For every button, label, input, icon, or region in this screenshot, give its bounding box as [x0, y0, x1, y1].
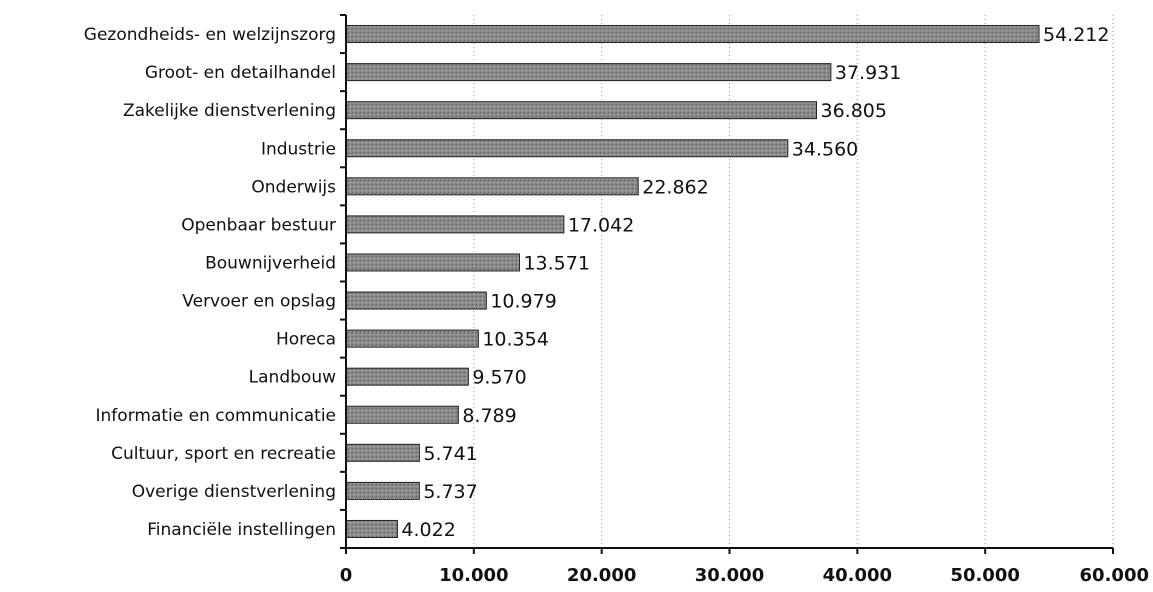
- gridlines: [473, 15, 1114, 548]
- data-label: 22.862: [642, 176, 708, 198]
- data-label: 4.022: [401, 519, 455, 541]
- bar: [345, 63, 832, 82]
- axes: [340, 14, 1114, 554]
- data-label: 5.741: [423, 443, 477, 465]
- category-label: Groot- en detailhandel: [145, 63, 336, 83]
- category-label: Bouwnijverheid: [205, 253, 336, 273]
- x-tick-label: 10.000: [439, 565, 508, 586]
- category-label: Financiële instellingen: [147, 520, 336, 540]
- bar: [345, 367, 469, 386]
- category-label: Gezondheids- en welzijnszorg: [84, 25, 336, 45]
- x-tick-label: 20.000: [567, 565, 636, 586]
- category-label: Informatie en communicatie: [96, 406, 336, 426]
- data-label: 5.737: [423, 481, 477, 503]
- x-tick-label: 0: [340, 565, 353, 586]
- data-label: 54.212: [1043, 24, 1109, 46]
- data-label: 17.042: [568, 214, 634, 236]
- bar: [345, 25, 1040, 44]
- data-label: 36.805: [820, 100, 886, 122]
- data-label: 10.354: [482, 329, 548, 351]
- category-label: Overige dienstverlening: [132, 482, 336, 502]
- data-label: 9.570: [472, 367, 526, 389]
- labels: Gezondheids- en welzijnszorg 54.212 Groot-…: [84, 24, 1149, 586]
- bar: [345, 329, 479, 348]
- x-tick-label: 60.000: [1080, 565, 1149, 586]
- bar: [345, 215, 565, 234]
- bar: [345, 519, 398, 538]
- bar: [345, 443, 420, 462]
- category-label: Horeca: [276, 330, 336, 350]
- data-label: 10.979: [490, 291, 556, 313]
- category-label: Onderwijs: [251, 177, 336, 197]
- bar: [345, 481, 420, 500]
- category-label: Cultuur, sport en recreatie: [111, 444, 336, 464]
- x-tick-label: 40.000: [823, 565, 892, 586]
- bars: [345, 25, 1040, 538]
- bar: [345, 139, 789, 158]
- data-label: 13.571: [523, 252, 589, 274]
- bar: [345, 101, 817, 120]
- data-label: 8.789: [462, 405, 516, 427]
- x-tick-label: 50.000: [950, 565, 1019, 586]
- data-label: 37.931: [835, 62, 901, 84]
- x-tick-label: 30.000: [695, 565, 764, 586]
- category-label: Openbaar bestuur: [181, 215, 336, 235]
- category-label: Landbouw: [249, 368, 336, 388]
- category-label: Zakelijke dienstverlening: [123, 101, 336, 121]
- bar: [345, 405, 459, 424]
- data-label: 34.560: [792, 138, 858, 160]
- category-label: Industrie: [261, 139, 336, 159]
- bar: [345, 253, 520, 272]
- bar: [345, 177, 639, 196]
- bar: [345, 291, 487, 310]
- category-label: Vervoer en opslag: [182, 292, 336, 312]
